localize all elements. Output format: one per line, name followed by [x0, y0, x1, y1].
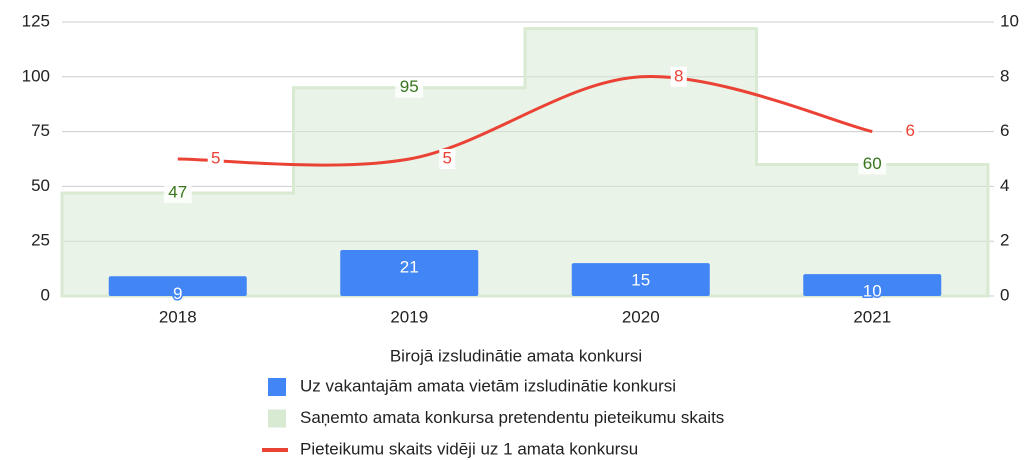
- data-label: 8: [674, 66, 683, 85]
- data-label: 95: [400, 77, 419, 96]
- label-bg: [670, 66, 687, 87]
- data-label: 5: [211, 148, 220, 167]
- label-bg: [395, 77, 424, 98]
- y-tick-label: 75: [31, 121, 50, 140]
- stepped-area: [60, 27, 990, 298]
- y2-tick-label: 6: [1000, 121, 1009, 140]
- bar: [803, 274, 942, 296]
- x-tick-label: 2018: [159, 307, 197, 326]
- line: [177, 75, 873, 167]
- legend-label: Uz vakantajām amata vietām izsludinātie …: [300, 376, 676, 395]
- bar: [571, 263, 710, 296]
- data-label: 10: [863, 282, 882, 301]
- data-label: 47: [168, 182, 187, 201]
- x-tick-label: 2019: [390, 307, 428, 326]
- label-bg: [207, 149, 224, 169]
- x-tick-label: 2020: [622, 307, 660, 326]
- y-tick-label: 25: [31, 231, 50, 250]
- x-tick-label: 2021: [853, 307, 891, 326]
- data-label: 6: [906, 121, 915, 140]
- bar: [340, 249, 479, 296]
- label-bg: [439, 149, 456, 169]
- label-bg: [163, 182, 192, 203]
- legend-label: Pieteikumu skaits vidēji uz 1 amata konk…: [300, 439, 638, 458]
- y2-tick-label: 0: [1000, 285, 1009, 304]
- y2-tick-label: 10: [1000, 11, 1019, 30]
- bar: [108, 276, 247, 296]
- legend-title: Birojā izsludinātie amata konkursi: [390, 346, 642, 365]
- data-label: 21: [400, 257, 419, 276]
- y-tick-label: 125: [22, 11, 50, 30]
- y-tick-label: 100: [22, 66, 50, 85]
- legend-label: Saņemto amata konkursa pretendentu piete…: [300, 408, 724, 427]
- data-label: 60: [863, 154, 882, 173]
- data-label: 5: [443, 148, 452, 167]
- y2-tick-label: 4: [1000, 176, 1009, 195]
- label-bg: [858, 154, 887, 175]
- y-tick-label: 50: [31, 176, 50, 195]
- legend-swatch: [268, 409, 286, 428]
- data-label: 15: [631, 271, 650, 290]
- legend-swatch: [262, 448, 288, 452]
- label-bg: [902, 121, 919, 142]
- y2-tick-label: 8: [1000, 66, 1009, 85]
- y-tick-label: 0: [41, 285, 50, 304]
- data-label: 9: [173, 284, 182, 303]
- legend-swatch: [268, 378, 286, 396]
- y2-tick-label: 2: [1000, 231, 1009, 250]
